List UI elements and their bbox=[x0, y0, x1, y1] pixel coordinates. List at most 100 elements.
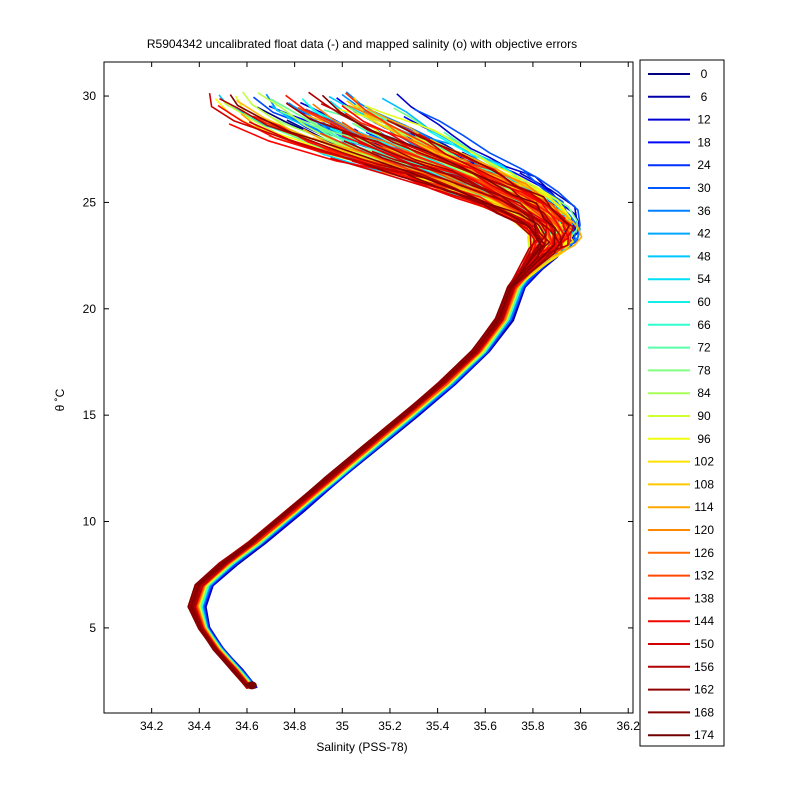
legend-label: 6 bbox=[701, 90, 708, 104]
profile-line bbox=[188, 156, 541, 689]
plot-frame bbox=[103, 61, 634, 714]
profile-line bbox=[201, 162, 555, 689]
legend-item: 12 bbox=[648, 113, 711, 127]
legend-label: 90 bbox=[697, 409, 711, 423]
profile-line bbox=[190, 94, 556, 688]
profile-line bbox=[192, 173, 561, 689]
y-tick-label: 5 bbox=[89, 621, 96, 635]
profile-line bbox=[198, 152, 548, 688]
y-tick-label: 25 bbox=[83, 195, 97, 209]
profile-line bbox=[190, 137, 558, 688]
legend-item: 162 bbox=[648, 683, 714, 697]
profile-line bbox=[199, 155, 552, 689]
deep-point-marker bbox=[246, 681, 257, 690]
profile-line bbox=[198, 151, 554, 688]
profile-line bbox=[202, 154, 563, 688]
legend-item: 102 bbox=[648, 455, 714, 469]
profile-line bbox=[196, 152, 564, 688]
profile-line bbox=[198, 167, 566, 689]
x-tick-label: 35 bbox=[336, 719, 350, 733]
legend: 0 6 12 18 24 30 36 42 48 54 60 66 72 78 84 90 96 102 108 11… bbox=[639, 59, 725, 747]
profile-line bbox=[203, 141, 542, 688]
profile-line bbox=[196, 137, 544, 689]
legend-label: 54 bbox=[697, 272, 711, 286]
legend-item: 48 bbox=[648, 249, 711, 263]
profile-line bbox=[192, 166, 567, 688]
profile-line bbox=[197, 138, 565, 689]
legend-item: 66 bbox=[648, 318, 711, 332]
legend-label: 84 bbox=[697, 386, 711, 400]
legend-item: 36 bbox=[648, 204, 711, 218]
profile-line bbox=[196, 159, 543, 689]
profile-line bbox=[189, 135, 555, 688]
profile-line bbox=[192, 165, 552, 688]
legend-box bbox=[639, 59, 725, 747]
profile-line bbox=[191, 128, 545, 688]
profile-line bbox=[199, 144, 542, 689]
legend-label: 0 bbox=[701, 67, 708, 81]
profile-line bbox=[197, 105, 540, 688]
y-tick-label: 15 bbox=[83, 408, 97, 422]
profile-line bbox=[190, 163, 541, 689]
profile-line bbox=[196, 135, 539, 689]
legend-item: 60 bbox=[648, 295, 711, 309]
legend-label: 156 bbox=[694, 660, 714, 674]
legend-item: 144 bbox=[648, 614, 714, 628]
legend-label: 174 bbox=[694, 728, 714, 742]
legend-label: 66 bbox=[697, 318, 711, 332]
profile-line bbox=[194, 144, 554, 689]
profile-line bbox=[192, 144, 555, 688]
profile-line bbox=[197, 127, 540, 688]
profile-line bbox=[187, 94, 542, 688]
legend-item: 24 bbox=[648, 158, 711, 172]
profile-line bbox=[194, 162, 571, 689]
profile-line bbox=[201, 155, 552, 688]
profile-line bbox=[201, 139, 562, 689]
legend-label: 132 bbox=[694, 569, 714, 583]
legend-item: 108 bbox=[648, 477, 714, 491]
profile-line bbox=[191, 166, 568, 689]
legend-label: 102 bbox=[694, 455, 714, 469]
profile-line bbox=[190, 166, 562, 688]
legend-label: 150 bbox=[694, 637, 714, 651]
x-tick-label: 34.2 bbox=[140, 719, 164, 733]
legend-item: 0 bbox=[648, 67, 708, 81]
legend-label: 48 bbox=[697, 249, 711, 263]
legend-label: 162 bbox=[694, 683, 714, 697]
x-tick-label: 35.4 bbox=[426, 719, 450, 733]
profile-line bbox=[190, 157, 536, 688]
legend-item: 168 bbox=[648, 705, 714, 719]
profile-line bbox=[191, 164, 572, 689]
profile-line bbox=[195, 122, 532, 689]
legend-label: 126 bbox=[694, 546, 714, 560]
y-tick-label: 20 bbox=[83, 302, 97, 316]
profile-line bbox=[204, 160, 553, 689]
legend-item: 18 bbox=[648, 135, 711, 149]
profile-line bbox=[199, 133, 554, 688]
profile-line bbox=[199, 145, 538, 688]
legend-item: 114 bbox=[648, 500, 714, 514]
legend-item: 96 bbox=[648, 432, 711, 446]
profile-line bbox=[193, 145, 569, 688]
profile-line bbox=[201, 161, 564, 689]
x-tick-label: 35.8 bbox=[521, 719, 545, 733]
profile-line bbox=[200, 165, 566, 688]
legend-item: 132 bbox=[648, 569, 714, 583]
profile-line bbox=[197, 160, 563, 689]
legend-label: 120 bbox=[694, 523, 714, 537]
x-tick-label: 35.6 bbox=[474, 719, 498, 733]
legend-item: 126 bbox=[648, 546, 714, 560]
y-tick-label: 10 bbox=[83, 515, 97, 529]
y-axis-label: θ ˚C bbox=[53, 388, 67, 411]
profile-line bbox=[197, 163, 575, 689]
profile-line bbox=[203, 146, 565, 688]
legend-item: 72 bbox=[648, 341, 711, 355]
legend-item: 174 bbox=[648, 728, 714, 742]
profile-line bbox=[187, 140, 551, 688]
legend-label: 168 bbox=[694, 705, 714, 719]
profile-line bbox=[195, 150, 556, 688]
legend-item: 138 bbox=[648, 591, 714, 605]
x-axis: 34.2 34.4 34.6 34.8 35 35.2 35.4 35.6 35.8 36 36.2 bbox=[140, 62, 640, 733]
profile-line bbox=[194, 150, 547, 688]
